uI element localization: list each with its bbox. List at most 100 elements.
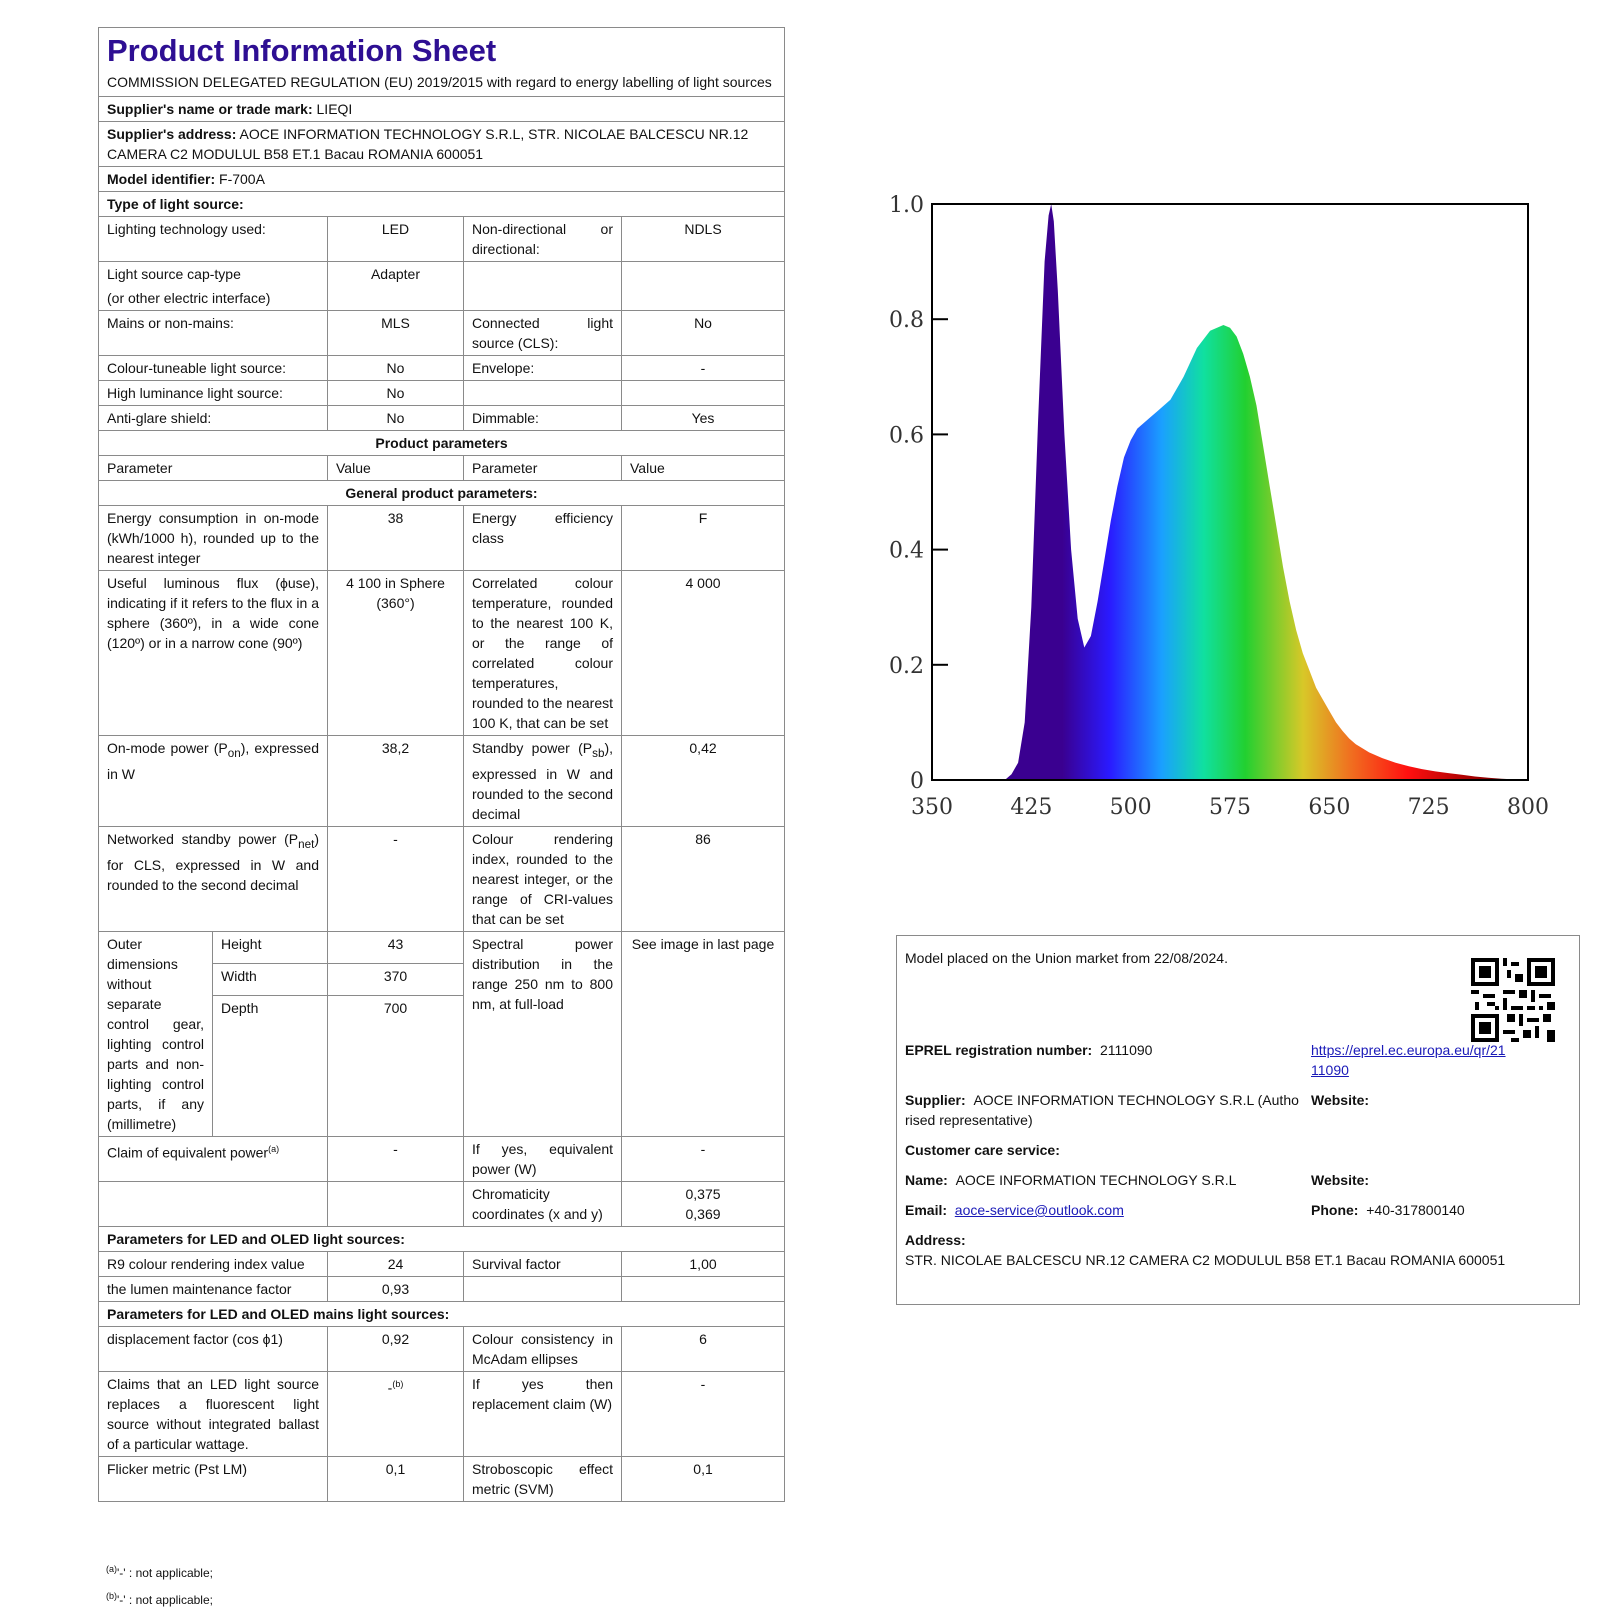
supplier-label: Supplier: bbox=[905, 1092, 966, 1108]
row-label: Claim of equivalent power(a) bbox=[98, 1135, 328, 1182]
row-label: Mains or non-mains: bbox=[98, 310, 328, 356]
empty-cell bbox=[463, 380, 622, 406]
row-label: Colour consistency in McAdam ellipses bbox=[463, 1325, 622, 1372]
row-label: Stroboscopic effect metric (SVM) bbox=[463, 1455, 622, 1502]
eprel-link-block: https://eprel.ec.europa.eu/qr/21 11090 bbox=[1311, 1040, 1506, 1080]
row-label: If yes then replacement claim (W) bbox=[463, 1370, 622, 1457]
title-cell: Product Information Sheet COMMISSION DEL… bbox=[97, 27, 786, 97]
phone-label: Phone: bbox=[1311, 1202, 1359, 1218]
row-label: Claims that an LED light source replaces… bbox=[98, 1370, 328, 1457]
footnote-text: '-' : not applicable; bbox=[117, 1593, 213, 1607]
y-tick-label: 0.6 bbox=[889, 423, 924, 448]
label-part: Networked standby power (P bbox=[107, 830, 299, 847]
row-value: - bbox=[327, 825, 464, 932]
x-tick-label: 575 bbox=[1209, 795, 1251, 820]
row-label: Connected light source (CLS): bbox=[463, 310, 622, 356]
row-label: displacement factor (cos ϕ1) bbox=[98, 1325, 328, 1372]
market-date-text: Model placed on the Union market from 22… bbox=[905, 950, 1228, 966]
address-label: Address: bbox=[905, 1232, 966, 1248]
row-label: On-mode power (Pon), expressed in W bbox=[98, 735, 328, 827]
y-tick-label: 0.8 bbox=[889, 308, 924, 333]
row-value: 38,2 bbox=[327, 735, 464, 827]
eprel-link[interactable]: https://eprel.ec.europa.eu/qr/21 11090 bbox=[1311, 1042, 1506, 1078]
y-tick-label: 1.0 bbox=[889, 193, 924, 218]
row-value: 0,92 bbox=[327, 1325, 464, 1372]
footnote: (b)'-' : not applicable; bbox=[106, 1585, 213, 1612]
label-sup: (a) bbox=[268, 1143, 280, 1154]
row-label: Standby power (Psb), expressed in W and … bbox=[463, 735, 622, 827]
row-value: Yes bbox=[620, 405, 786, 431]
customer-care-label: Customer care service: bbox=[905, 1142, 1060, 1158]
eprel-link-line: 11090 bbox=[1311, 1062, 1349, 1078]
chromaticity-x: 0,375 bbox=[685, 1185, 721, 1202]
dimension-label: Width bbox=[212, 962, 328, 996]
row-value: Adapter bbox=[327, 261, 464, 311]
column-header: Value bbox=[327, 455, 464, 481]
email-label: Email: bbox=[905, 1202, 948, 1218]
spectral-power-chart: 0 0.2 0.4 0.6 0.8 1.0 350 425 500 575 650 725 800 bbox=[889, 193, 1549, 820]
row-label: Networked standby power (Pnet) for CLS, … bbox=[98, 825, 328, 932]
eprel-label: EPREL registration number: bbox=[905, 1042, 1093, 1058]
row-value: 6 bbox=[620, 1325, 786, 1372]
model-row: Model identifier: F-700A bbox=[97, 166, 786, 192]
supplier-name-label: Supplier's name or trade mark: bbox=[107, 101, 313, 117]
dimension-label: Height bbox=[212, 930, 328, 964]
dimension-value: 370 bbox=[327, 962, 464, 996]
row-value: 0,42 bbox=[620, 735, 786, 827]
section-heading: Product parameters bbox=[97, 430, 786, 456]
row-value: 0,1 bbox=[327, 1455, 464, 1502]
empty-cell bbox=[620, 1275, 786, 1302]
row-label: Dimmable: bbox=[463, 405, 622, 431]
type-label: Type of light source: bbox=[97, 191, 786, 217]
row-label: the lumen maintenance factor bbox=[98, 1275, 328, 1302]
name-label: Name: bbox=[905, 1172, 948, 1188]
row-label: Flicker metric (Pst LM) bbox=[98, 1455, 328, 1502]
row-value: 0,93 bbox=[327, 1275, 464, 1302]
row-value: 24 bbox=[327, 1250, 464, 1277]
y-tick-label: 0.2 bbox=[889, 654, 924, 679]
x-tick-label: 800 bbox=[1507, 795, 1549, 820]
row-value: No bbox=[327, 405, 464, 431]
eprel-info-box: Model placed on the Union market from 22… bbox=[896, 935, 1580, 1305]
row-value: MLS bbox=[327, 310, 464, 356]
empty-cell bbox=[620, 380, 786, 406]
row-label: If yes, equivalent power (W) bbox=[463, 1135, 622, 1182]
section-heading: General product parameters: bbox=[97, 480, 786, 506]
row-label: Light source cap-type (or other electric… bbox=[98, 261, 328, 311]
x-axis: 350 425 500 575 650 725 800 bbox=[911, 795, 1549, 820]
spectrum-area bbox=[1004, 204, 1528, 780]
footnote-mark: (a) bbox=[106, 1564, 117, 1574]
empty-cell bbox=[463, 261, 622, 311]
value-part: - bbox=[387, 1379, 393, 1396]
email-link[interactable]: aoce-service@outlook.com bbox=[954, 1202, 1124, 1218]
eprel-row: EPREL registration number: 2111090 bbox=[905, 1040, 1152, 1060]
supplier-name-row: Supplier's name or trade mark: LIEQI bbox=[97, 96, 786, 122]
empty-cell bbox=[98, 1180, 328, 1227]
row-label: R9 colour rendering index value bbox=[98, 1250, 328, 1277]
email-row: Email: aoce-service@outlook.com bbox=[905, 1200, 1124, 1220]
row-value: No bbox=[620, 310, 786, 356]
row-value: F bbox=[620, 505, 786, 571]
row-label: High luminance light source: bbox=[98, 380, 328, 406]
name-value: AOCE INFORMATION TECHNOLOGY S.R.L bbox=[955, 1172, 1237, 1188]
row-label: Spectral power distribution in the range… bbox=[463, 930, 622, 1137]
empty-cell bbox=[327, 1180, 464, 1227]
supplier-row: Supplier: AOCE INFORMATION TECHNOLOGY S.… bbox=[905, 1090, 1305, 1130]
supplier-address: AOCE INFORMATION TECHNOLOGY S.R.L, STR. … bbox=[107, 126, 749, 162]
chromaticity-y: 0,369 bbox=[685, 1205, 721, 1222]
row-label: Non-directional or directional: bbox=[463, 216, 622, 262]
footnote-mark: (b) bbox=[106, 1591, 117, 1601]
value-sup: (b) bbox=[392, 1378, 404, 1389]
row-value: - bbox=[620, 1370, 786, 1457]
supplier-address-label: Supplier's address: bbox=[107, 126, 237, 142]
row-value: -(b) bbox=[327, 1370, 464, 1457]
row-value: No bbox=[327, 355, 464, 381]
empty-cell bbox=[620, 261, 786, 311]
supplier-value: AOCE INFORMATION TECHNOLOGY S.R.L (Autho bbox=[973, 1092, 1299, 1108]
x-tick-label: 650 bbox=[1308, 795, 1350, 820]
supplier-name: LIEQI bbox=[316, 101, 353, 117]
row-label: Energy efficiency class bbox=[463, 505, 622, 571]
row-value: No bbox=[327, 380, 464, 406]
label-sub: on bbox=[227, 746, 241, 760]
label-part: Claim of equivalent power bbox=[107, 1144, 269, 1161]
